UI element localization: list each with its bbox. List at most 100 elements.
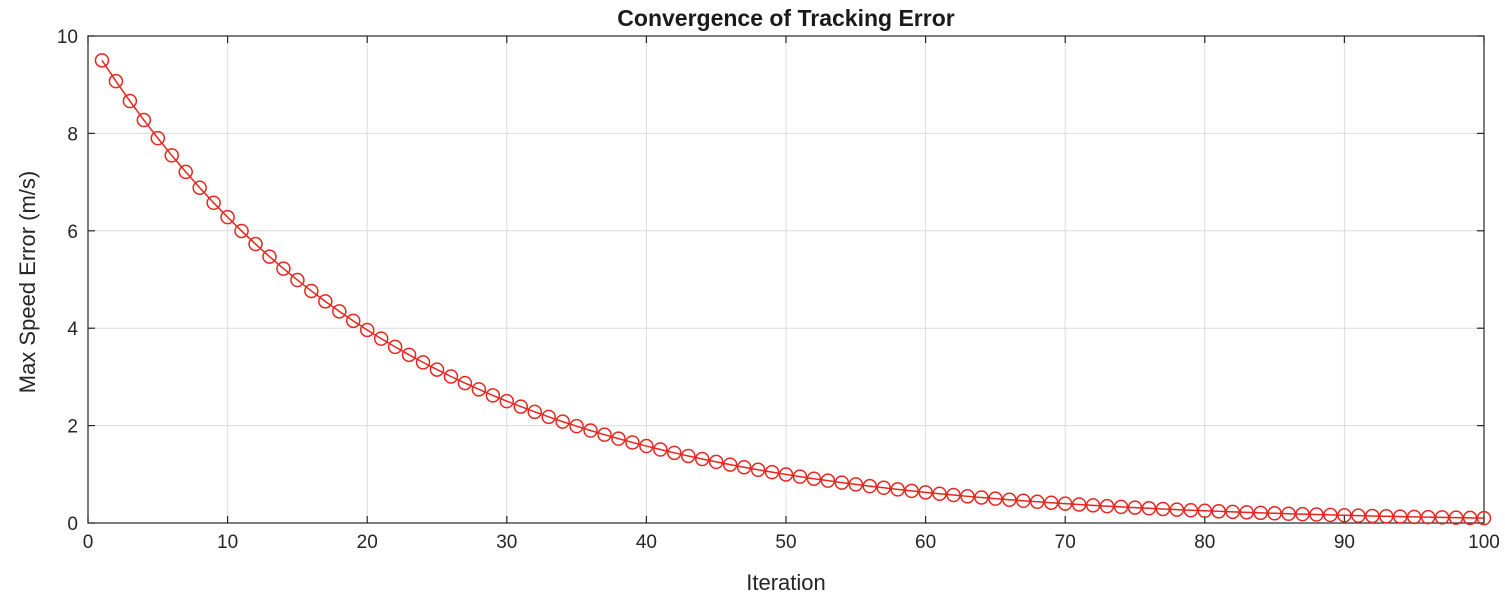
series-marker [513,399,529,414]
series-marker [792,469,808,484]
series-marker [1141,501,1157,516]
series-marker [1099,498,1115,514]
x-tick-label: 10 [217,532,238,553]
series-marker [1225,504,1240,520]
series-marker [611,431,626,446]
series-marker [220,209,235,225]
x-tick-label: 20 [357,532,378,553]
series-marker [960,489,975,504]
series-marker [932,486,947,501]
series-marker [1281,506,1296,521]
series-marker [1476,510,1492,526]
series-marker [1030,494,1045,510]
series-marker [192,180,207,195]
series-marker [876,480,891,496]
y-axis-label: Max Speed Error (m/s) [15,170,40,394]
series-marker [234,223,249,239]
series-marker [164,148,180,163]
series-marker [1420,509,1436,525]
x-tick-label: 100 [1468,532,1500,553]
series-marker [1043,495,1059,510]
x-tick-label: 40 [636,532,657,553]
series-marker [136,112,152,128]
series-marker [206,195,221,211]
series-marker [527,404,542,420]
series-marker [108,73,124,89]
series-marker [862,478,878,494]
series-marker [1392,509,1408,524]
series-marker [820,473,836,488]
y-tick-label: 10 [57,27,78,48]
series-marker [988,491,1003,506]
series-marker [345,313,361,329]
series-marker [1448,510,1464,525]
series-marker [569,418,584,434]
series-marker [918,485,933,500]
series-marker [443,369,459,384]
x-tick-label: 30 [496,532,517,553]
series-marker [1309,507,1324,522]
series-marker [359,322,375,338]
series-marker [778,467,794,482]
series-marker [485,388,501,403]
series-marker [946,487,961,503]
series-marker [1183,502,1199,518]
series-marker [276,261,291,276]
series-marker [457,375,473,391]
chart-title: Convergence of Tracking Error [617,5,955,31]
series-marker [1406,509,1422,525]
x-axis-label: Iteration [746,570,826,595]
x-tick-label: 50 [775,532,796,553]
series-marker [1057,496,1073,511]
y-tick-label: 0 [67,514,78,535]
series-marker [401,347,417,363]
series-marker [974,490,989,505]
series-marker [625,435,640,450]
series-marker [1211,504,1227,519]
series-marker [1002,492,1017,507]
series-marker [722,457,738,472]
series-marker [639,438,654,454]
series-marker [415,355,431,370]
series-marker [94,53,110,68]
series-marker [1365,508,1380,524]
series-marker [150,130,166,146]
series-marker [597,427,612,442]
series-marker [764,464,780,480]
series-marker [471,382,487,397]
series-marker [653,442,668,457]
series-marker [904,483,919,499]
series-marker [178,164,193,180]
series-marker [290,272,305,288]
series-marker [1253,505,1268,521]
series-marker [681,448,696,464]
x-tick-label: 70 [1055,532,1076,553]
y-tick-label: 4 [67,319,78,340]
series-marker [1434,510,1450,525]
series-marker [1113,499,1129,515]
series-marker [387,339,403,355]
series-marker [429,362,445,377]
series-marker [304,283,319,299]
series-marker [1323,507,1338,523]
y-tick-label: 8 [67,124,78,145]
series-marker [848,477,864,492]
series-marker [499,393,515,409]
series-marker [736,459,752,475]
series-marker [1239,505,1254,520]
series-marker [122,93,138,109]
series-marker [694,451,710,467]
series-marker [262,249,277,264]
series-marker [318,294,333,309]
series-marker [1295,506,1310,522]
series-marker [1337,508,1352,523]
series-marker [555,414,570,429]
series-marker [1379,509,1394,524]
series-marker [1071,497,1087,512]
series-marker [1127,500,1143,515]
series-marker [1169,502,1185,517]
x-tick-label: 0 [83,532,94,553]
series-marker [1197,503,1213,519]
series-marker [332,304,347,319]
